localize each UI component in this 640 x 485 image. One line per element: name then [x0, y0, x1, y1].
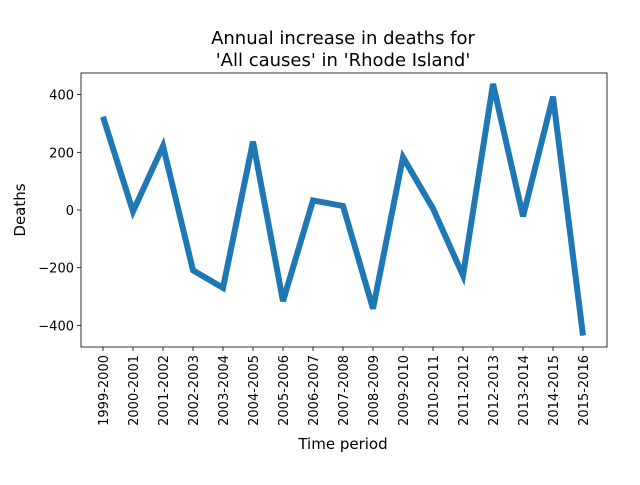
y-tick-label: 200	[49, 146, 74, 161]
x-tick-label: 2011-2012	[457, 355, 472, 426]
data-point	[402, 156, 404, 158]
x-tick-label: 2010-2011	[427, 355, 442, 426]
y-axis: −400 −200 0 200 400	[38, 89, 81, 334]
y-tick-label: 400	[49, 89, 74, 104]
data-point	[552, 96, 554, 98]
x-tick-label: 2013-2014	[517, 355, 532, 426]
chart-title-line-1: Annual increase in deaths for	[211, 28, 475, 49]
data-point	[492, 83, 494, 85]
data-point	[132, 210, 134, 212]
x-tick-label: 2001-2002	[157, 355, 172, 426]
y-tick-label: 0	[66, 204, 74, 219]
x-tick-label: 2014-2015	[547, 355, 562, 426]
series-line	[100, 83, 586, 336]
x-tick-label: 2012-2013	[487, 355, 502, 426]
x-axis-label: Time period	[297, 435, 387, 453]
x-tick-label: 2007-2008	[337, 355, 352, 426]
y-tick-label: −400	[38, 319, 74, 334]
y-axis-label: Deaths	[11, 183, 29, 236]
data-point	[252, 141, 254, 143]
x-tick-label: 2015-2016	[577, 355, 592, 426]
data-point	[102, 116, 104, 118]
data-point	[462, 274, 464, 276]
data-point	[372, 308, 374, 310]
x-tick-label: 2006-2007	[307, 355, 322, 426]
data-point	[582, 334, 584, 336]
x-tick-label: 2008-2009	[367, 355, 382, 426]
x-tick-label: 2009-2010	[397, 355, 412, 426]
x-tick-label: 2004-2005	[247, 355, 262, 426]
data-point	[342, 205, 344, 207]
x-tick-label: 2002-2003	[187, 355, 202, 426]
data-point	[162, 145, 164, 147]
x-tick-label: 2000-2001	[127, 355, 142, 426]
x-tick-label: 1999-2000	[97, 355, 112, 426]
x-tick-label: 2003-2004	[217, 355, 232, 426]
x-tick-label: 2005-2006	[277, 355, 292, 426]
data-point	[432, 208, 434, 210]
data-point	[192, 269, 194, 271]
data-point	[522, 215, 524, 217]
series-layer	[100, 83, 586, 336]
y-tick-label: −200	[38, 262, 74, 277]
data-point	[222, 287, 224, 289]
plot-frame	[80, 72, 608, 348]
data-point	[312, 199, 314, 201]
chart-title-line-2: 'All causes' in 'Rhode Island'	[216, 50, 471, 71]
x-axis: 1999-2000 2000-2001 2001-2002 2002-2003 2003…	[97, 347, 592, 426]
data-point	[282, 300, 284, 302]
